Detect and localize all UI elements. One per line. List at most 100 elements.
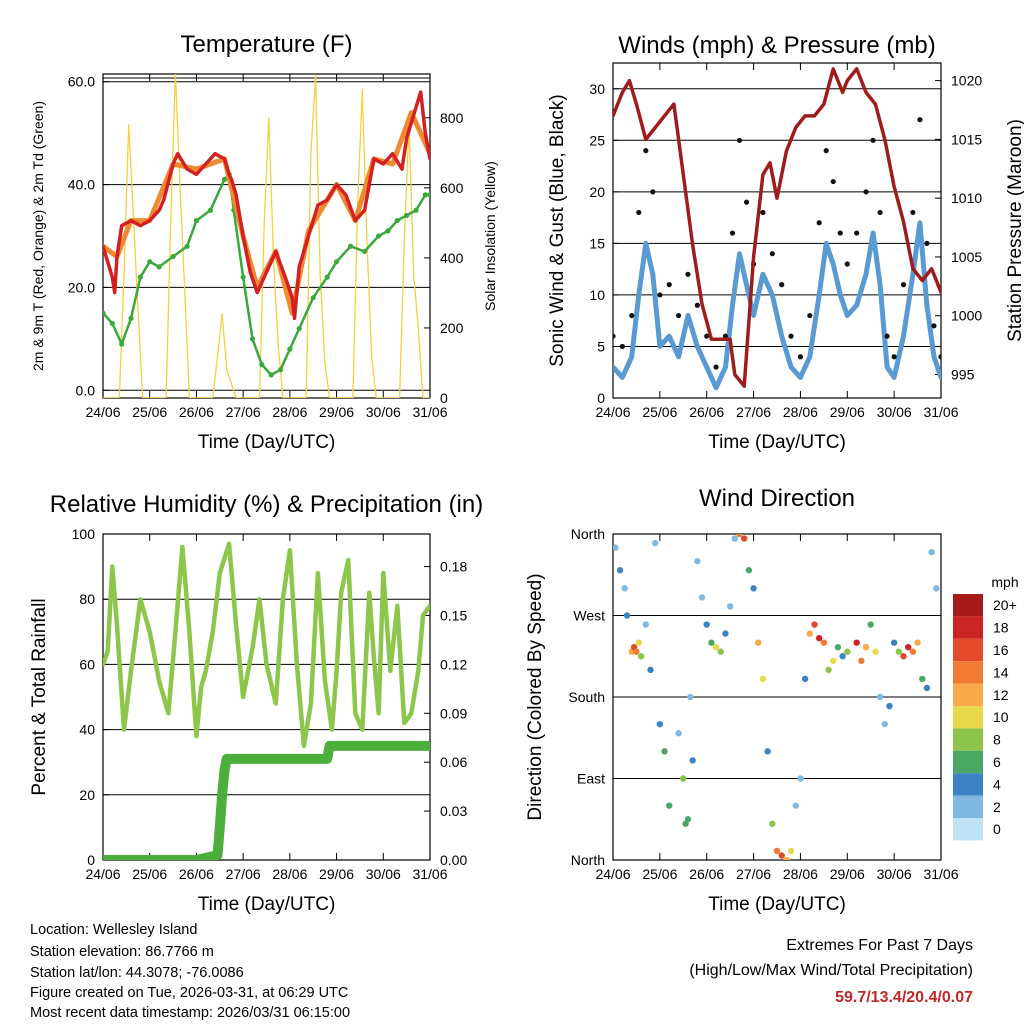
direction-point: [726, 603, 734, 610]
dewpoint-line: [103, 173, 430, 377]
direction-point: [905, 643, 912, 651]
direction-point: [867, 621, 874, 628]
gust-point: [844, 261, 850, 267]
direction-point: [731, 535, 739, 542]
direction-point: [787, 847, 795, 855]
direction-point: [689, 757, 696, 764]
gust-point: [884, 333, 890, 339]
legend-swatch: [953, 683, 983, 706]
y2-tick-label: 400: [440, 250, 464, 266]
gust-point: [729, 230, 736, 236]
gust-point: [619, 343, 625, 350]
x-tick-label: 25/06: [642, 866, 677, 882]
gust-point: [816, 220, 822, 226]
direction-point: [811, 621, 818, 628]
y-axis-label: Sonic Wind & Gust (Blue, Black): [547, 94, 568, 366]
x-tick-label: 31/06: [923, 404, 958, 420]
direction-point: [745, 567, 753, 574]
direction-point: [895, 648, 903, 655]
y2-tick-label: 0.06: [440, 754, 467, 770]
info-location: Location: Wellesley Island: [30, 922, 198, 938]
y-tick-label: East: [577, 771, 605, 787]
legend-swatch: [953, 728, 983, 751]
gust-point: [769, 251, 775, 257]
x-tick-label: 30/06: [366, 866, 401, 882]
direction-point: [834, 643, 842, 651]
gust-point: [863, 189, 869, 195]
direction-point: [825, 666, 832, 674]
y-tick-label: 0.0: [76, 382, 96, 398]
y-tick-label: 40.0: [68, 177, 95, 193]
temp-9m-line: [103, 110, 430, 316]
direction-point: [661, 748, 668, 755]
y2-axis-label: Station Pressure (Maroon): [1005, 119, 1024, 342]
x-tick-label: 29/06: [830, 866, 865, 882]
direction-point: [623, 612, 631, 619]
direction-point: [801, 675, 809, 683]
y2-tick-label: 0.12: [440, 656, 467, 672]
direction-point: [778, 852, 785, 859]
legend-label: 16: [993, 642, 1009, 658]
y-tick-label: 20: [589, 184, 605, 200]
info-created: Figure created on Tue, 2026-03-31, at 06…: [30, 985, 349, 1001]
direction-point: [862, 643, 870, 651]
y-tick-label: 10: [589, 287, 605, 303]
x-tick-label: 27/06: [736, 404, 771, 420]
direction-point: [792, 802, 799, 809]
plot-frame: [102, 533, 431, 861]
y-tick-label: 60: [79, 656, 95, 672]
direction-point: [815, 634, 823, 642]
direction-point: [680, 775, 687, 782]
x-tick-label: 27/06: [736, 866, 771, 882]
gust-point: [788, 333, 794, 339]
gust-point: [779, 282, 785, 288]
direction-point: [613, 544, 619, 551]
legend-swatch: [953, 616, 983, 639]
gust-point: [924, 240, 930, 246]
direction-point: [635, 639, 642, 646]
gust-point: [613, 333, 616, 339]
legend-swatch: [953, 638, 983, 662]
direction-point: [923, 684, 931, 692]
legend-swatch: [953, 594, 983, 617]
x-tick-label: 28/06: [272, 866, 307, 882]
direction-point: [876, 693, 884, 701]
gust-point: [830, 178, 836, 185]
direction-point: [722, 630, 729, 637]
direction-point: [919, 675, 926, 683]
y2-tick-label: 0.18: [440, 559, 467, 575]
direction-point: [890, 639, 898, 646]
direction-point: [797, 775, 804, 782]
y2-tick-label: 1000: [951, 308, 982, 324]
y-tick-label: West: [573, 608, 605, 624]
direction-point: [736, 534, 743, 538]
x-axis-label: Time (Day/UTC): [198, 432, 336, 453]
legend-swatch: [953, 795, 983, 818]
x-tick-label: 28/06: [783, 866, 818, 882]
x-tick-label: 26/06: [179, 404, 214, 420]
x-tick-label: 25/06: [642, 404, 677, 420]
legend-swatch: [953, 750, 983, 774]
y2-tick-label: 0.15: [440, 608, 467, 624]
gust-point: [676, 312, 682, 319]
y2-tick-label: 800: [440, 110, 464, 126]
gust-point: [694, 302, 700, 308]
y-tick-label: 20.0: [68, 279, 95, 295]
y2-tick-label: 1015: [951, 131, 982, 147]
y2-axis-label: Solar Insolation (Yellow): [482, 161, 498, 311]
gust-point: [636, 209, 642, 216]
relative-humidity-line: [103, 541, 430, 749]
y-tick-label: 20: [79, 787, 95, 803]
x-tick-label: 26/06: [689, 866, 724, 882]
direction-point: [703, 621, 710, 628]
gust-point: [823, 148, 829, 154]
legend-swatch: [953, 773, 983, 796]
legend-label: 6: [993, 754, 1001, 770]
direction-point: [886, 702, 893, 710]
direction-point: [698, 594, 706, 601]
info-elevation: Station elevation: 86.7766 m: [30, 944, 214, 960]
x-tick-label: 24/06: [595, 404, 630, 420]
legend-label: 10: [993, 709, 1009, 725]
direction-point: [764, 748, 771, 755]
